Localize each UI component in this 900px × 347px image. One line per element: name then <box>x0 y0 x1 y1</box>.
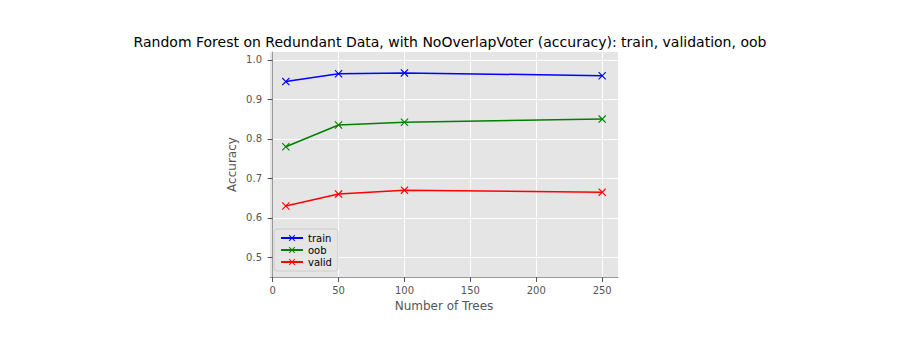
svg-text:100: 100 <box>395 285 414 296</box>
svg-text:train: train <box>308 233 331 244</box>
svg-text:0.9: 0.9 <box>246 94 262 105</box>
svg-text:oob: oob <box>308 245 327 256</box>
svg-text:250: 250 <box>593 285 612 296</box>
svg-text:Number of Trees: Number of Trees <box>395 299 494 313</box>
svg-text:0.6: 0.6 <box>246 212 262 223</box>
svg-text:Accuracy: Accuracy <box>225 137 239 192</box>
svg-text:valid: valid <box>308 257 332 268</box>
svg-text:0.5: 0.5 <box>246 252 262 263</box>
svg-text:50: 50 <box>332 285 345 296</box>
svg-text:0.8: 0.8 <box>246 133 262 144</box>
svg-text:200: 200 <box>527 285 546 296</box>
svg-text:Random Forest on Redundant Dat: Random Forest on Redundant Data, with No… <box>134 34 767 50</box>
svg-text:0: 0 <box>269 285 275 296</box>
svg-text:150: 150 <box>461 285 480 296</box>
svg-text:1.0: 1.0 <box>246 54 262 65</box>
svg-text:0.7: 0.7 <box>246 173 262 184</box>
